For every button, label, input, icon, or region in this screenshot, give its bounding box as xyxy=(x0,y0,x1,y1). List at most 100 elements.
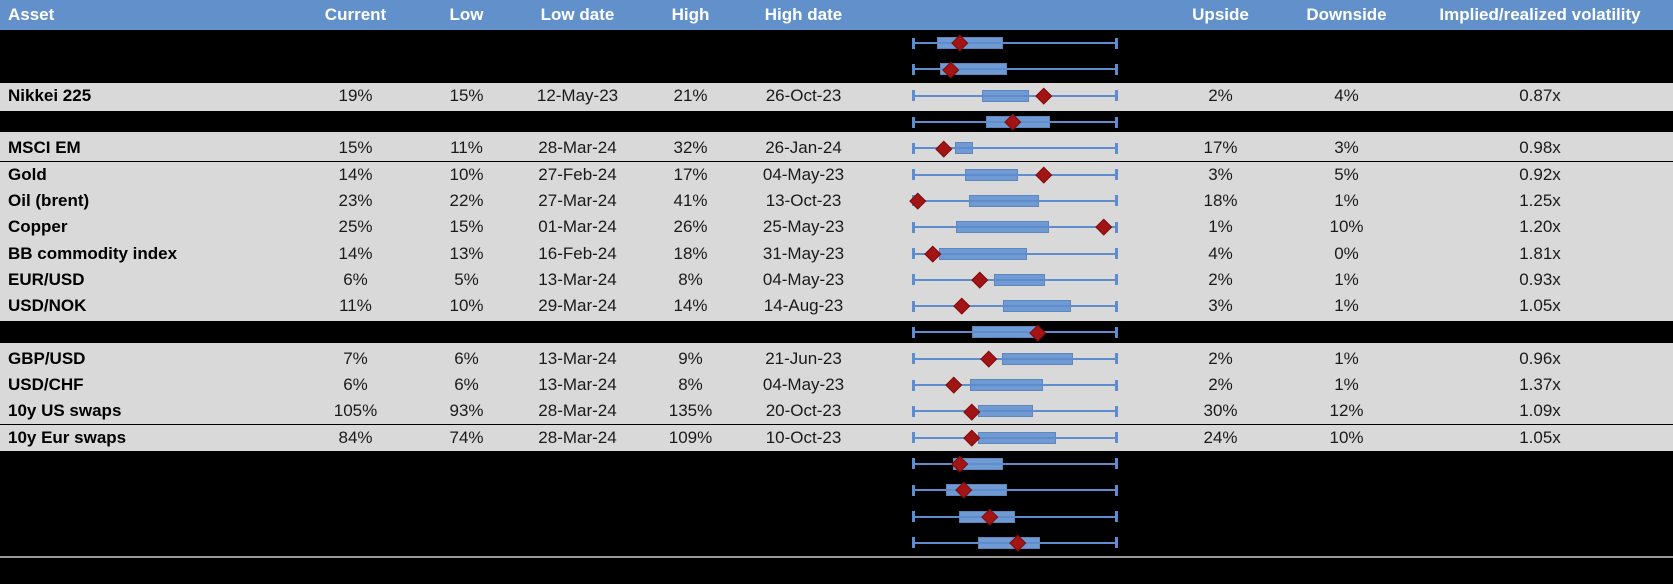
whisker-cap-left xyxy=(912,511,915,523)
cell-implied_realized: 1.09x xyxy=(1519,401,1561,421)
cell-low_date: 28-Mar-24 xyxy=(538,427,617,447)
whisker-cap-right xyxy=(1115,458,1118,470)
box-plot xyxy=(912,267,1118,293)
column-header-asset: Asset xyxy=(8,5,55,24)
cell-current: 7% xyxy=(343,348,368,368)
cell-implied_realized: 1.05x xyxy=(1519,296,1561,316)
cell-high: 17% xyxy=(673,164,708,184)
table-row: Nikkei 225 19% 15% 12-May-23 21% 26-Oct-23 2% 4… xyxy=(0,82,1673,109)
cell-high_date: 20-Oct-23 xyxy=(765,401,842,421)
redacted-row xyxy=(0,56,1673,83)
cell-upside: 1% xyxy=(1208,217,1233,237)
table-row: Copper 25% 15% 01-Mar-24 26% 25-May-23 1% 10% 1.… xyxy=(0,214,1673,241)
current-marker-diamond xyxy=(935,140,952,157)
table-row: GBP/USD 7% 6% 13-Mar-24 9% 21-Jun-23 2% 1% 0.96x xyxy=(0,345,1673,372)
box-plot xyxy=(912,30,1118,56)
cell-high_date: 04-May-23 xyxy=(762,164,845,184)
cell-low_date: 27-Feb-24 xyxy=(538,164,617,184)
whisker-cap-left xyxy=(912,169,915,181)
cell-implied_realized: 0.93x xyxy=(1519,269,1561,289)
cell-upside: 2% xyxy=(1208,348,1233,368)
column-header-downside: Downside xyxy=(1306,5,1387,24)
cell-downside: 4% xyxy=(1334,85,1359,105)
cell-high: 8% xyxy=(678,269,703,289)
cell-implied_realized: 0.96x xyxy=(1519,348,1561,368)
cell-high: 18% xyxy=(673,243,708,263)
cell-low: 6% xyxy=(454,375,479,395)
whisker-cap-left xyxy=(912,353,915,365)
cell-upside: 2% xyxy=(1208,85,1233,105)
column-header-low: Low xyxy=(449,5,484,24)
whisker-cap-right xyxy=(1115,537,1118,549)
whisker-cap-right xyxy=(1115,195,1118,207)
table-row: USD/NOK 11% 10% 29-Mar-24 14% 14-Aug-23 3% 1% 1.… xyxy=(0,293,1673,320)
cell-asset: Oil (brent) xyxy=(8,190,90,210)
cell-upside: 2% xyxy=(1208,375,1233,395)
cell-high_date: 04-May-23 xyxy=(762,269,845,289)
redacted-row xyxy=(0,450,1673,478)
box-plot xyxy=(912,293,1118,319)
cell-low_date: 13-Mar-24 xyxy=(538,375,617,395)
cell-implied_realized: 1.37x xyxy=(1519,375,1561,395)
cell-asset: Nikkei 225 xyxy=(8,85,92,105)
cell-downside: 10% xyxy=(1329,427,1364,447)
cell-high_date: 04-May-23 xyxy=(762,375,845,395)
whisker-line xyxy=(912,42,1118,45)
redaction-band xyxy=(0,321,1673,343)
current-marker-diamond xyxy=(971,271,989,288)
cell-downside: 0% xyxy=(1334,243,1359,263)
cell-low_date: 16-Feb-24 xyxy=(538,243,617,263)
whisker-cap-left xyxy=(912,326,915,338)
cell-low: 11% xyxy=(450,138,483,158)
whisker-cap-right xyxy=(1115,248,1118,260)
redacted-row xyxy=(0,477,1673,504)
whisker-cap-right xyxy=(1115,274,1118,286)
whisker-cap-left xyxy=(912,37,915,49)
table-row: 10y Eur swaps 84% 74% 28-Mar-24 109% 10-Oct-2… xyxy=(0,424,1673,451)
cell-asset: MSCI EM xyxy=(8,138,81,158)
cell-implied_realized: 1.25x xyxy=(1519,190,1561,210)
box-plot xyxy=(912,372,1118,398)
whisker-cap-left xyxy=(912,63,915,75)
whisker-line xyxy=(912,252,1118,255)
cell-asset: GBP/USD xyxy=(8,348,86,368)
whisker-cap-right xyxy=(1115,90,1118,102)
cell-current: 6% xyxy=(343,375,368,395)
cell-low: 5% xyxy=(454,269,479,289)
box-plot xyxy=(912,109,1118,135)
table-row: MSCI EM 15% 11% 28-Mar-24 32% 26-Jan-24 17% 3% 0… xyxy=(0,135,1673,162)
cell-low: 15% xyxy=(449,217,484,237)
cell-low_date: 13-Mar-24 xyxy=(538,348,617,368)
whisker-cap-left xyxy=(912,142,915,154)
cell-downside: 1% xyxy=(1334,375,1359,395)
cell-low: 93% xyxy=(449,401,484,421)
cell-low: 74% xyxy=(449,427,484,447)
box-plot xyxy=(912,477,1118,503)
cell-upside: 30% xyxy=(1203,401,1238,421)
cell-low: 6% xyxy=(454,348,479,368)
redacted-row xyxy=(0,503,1673,530)
current-marker-diamond xyxy=(1035,87,1052,104)
cell-downside: 1% xyxy=(1334,296,1359,316)
cell-upside: 18% xyxy=(1203,190,1238,210)
cell-low_date: 29-Mar-24 xyxy=(538,296,617,316)
whisker-line xyxy=(912,278,1118,281)
whisker-cap-right xyxy=(1115,511,1118,523)
table-row: EUR/USD 6% 5% 13-Mar-24 8% 04-May-23 2% 1% 0.93x xyxy=(0,266,1673,293)
box-plot xyxy=(912,425,1118,451)
whisker-cap-left xyxy=(912,116,915,128)
table-row: USD/CHF 6% 6% 13-Mar-24 8% 04-May-23 2% 1% 1.37x xyxy=(0,371,1673,399)
cell-low: 13% xyxy=(449,243,484,263)
whisker-cap-right xyxy=(1115,37,1118,49)
cell-upside: 3% xyxy=(1208,296,1233,316)
redaction-band xyxy=(0,110,1673,133)
whisker-cap-right xyxy=(1115,432,1118,444)
whisker-cap-right xyxy=(1115,300,1118,312)
current-marker-diamond xyxy=(980,350,997,367)
whisker-cap-left xyxy=(912,458,915,470)
table-row: BB commodity index 14% 13% 16-Feb-24 18% 31-M… xyxy=(0,240,1673,267)
cell-upside: 4% xyxy=(1208,243,1233,263)
current-marker-diamond xyxy=(953,298,970,315)
cell-upside: 3% xyxy=(1208,164,1233,184)
cell-high: 9% xyxy=(678,348,703,368)
